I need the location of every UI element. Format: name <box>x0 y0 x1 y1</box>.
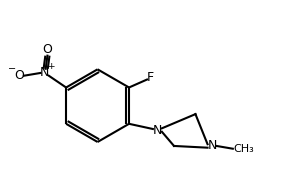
Text: F: F <box>147 71 154 84</box>
Text: N: N <box>207 139 217 152</box>
Text: +: + <box>47 61 54 71</box>
Text: −: − <box>8 64 16 74</box>
Text: N: N <box>40 67 49 80</box>
Text: O: O <box>14 69 24 82</box>
Text: O: O <box>42 43 52 56</box>
Text: CH₃: CH₃ <box>234 144 255 154</box>
Text: N: N <box>153 124 162 137</box>
